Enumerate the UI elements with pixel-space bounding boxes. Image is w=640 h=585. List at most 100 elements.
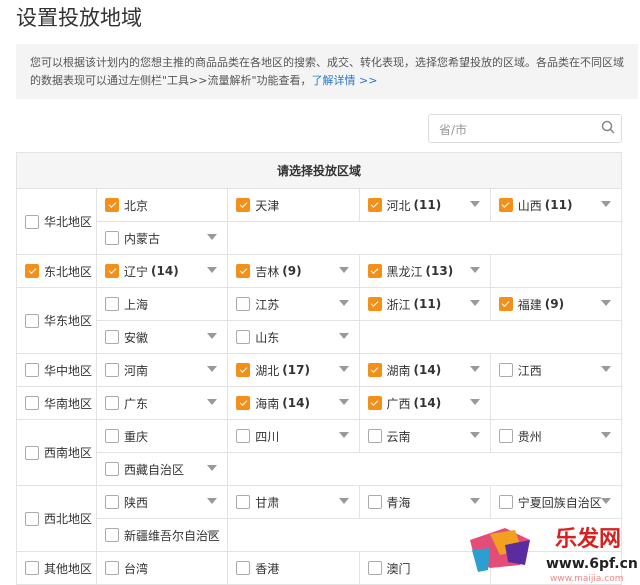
dropdown-arrow-icon[interactable] xyxy=(207,530,218,537)
province-item[interactable]: 山西 (11) xyxy=(498,197,613,214)
dropdown-arrow-icon[interactable] xyxy=(469,266,480,273)
province-checkbox[interactable] xyxy=(236,264,251,278)
dropdown-arrow-icon[interactable] xyxy=(601,431,611,438)
province-item[interactable]: 江西 xyxy=(498,362,613,379)
province-checkbox[interactable] xyxy=(236,330,251,344)
province-item[interactable]: 广西 (14) xyxy=(367,395,482,412)
region-item[interactable]: 华中地区 xyxy=(25,362,92,379)
province-checkbox[interactable] xyxy=(236,396,251,410)
province-item[interactable]: 北京 xyxy=(105,197,219,214)
learn-more-link[interactable]: 了解详情 >> xyxy=(311,74,378,87)
region-checkbox[interactable] xyxy=(25,214,39,229)
dropdown-arrow-icon[interactable] xyxy=(338,365,349,372)
province-item[interactable]: 黑龙江 (13) xyxy=(367,263,482,280)
province-item[interactable]: 河南 xyxy=(105,362,219,379)
region-checkbox[interactable] xyxy=(25,363,39,377)
dropdown-arrow-icon[interactable] xyxy=(207,464,218,471)
province-item[interactable]: 贵州 xyxy=(498,428,613,445)
dropdown-arrow-icon[interactable] xyxy=(207,398,218,405)
province-item[interactable]: 青海 xyxy=(367,494,482,511)
search-icon[interactable] xyxy=(601,120,615,134)
province-item[interactable]: 湖南 (14) xyxy=(367,362,482,379)
dropdown-arrow-icon[interactable] xyxy=(338,299,349,306)
province-checkbox[interactable] xyxy=(236,561,251,575)
region-item[interactable]: 西北地区 xyxy=(25,510,92,527)
province-item[interactable]: 台湾 xyxy=(105,560,219,577)
dropdown-arrow-icon[interactable] xyxy=(601,299,611,306)
province-item[interactable]: 四川 xyxy=(236,428,350,445)
province-checkbox[interactable] xyxy=(367,363,382,377)
region-item[interactable]: 华南地区 xyxy=(25,395,92,412)
province-item[interactable]: 海南 (14) xyxy=(236,395,350,412)
province-item[interactable]: 江苏 xyxy=(236,296,350,313)
province-checkbox[interactable] xyxy=(105,297,119,311)
region-checkbox[interactable] xyxy=(25,561,39,575)
province-item[interactable]: 西藏自治区 xyxy=(105,461,219,478)
province-item[interactable]: 澳门 xyxy=(367,560,482,577)
province-checkbox[interactable] xyxy=(105,264,119,278)
province-checkbox[interactable] xyxy=(367,297,382,311)
dropdown-arrow-icon[interactable] xyxy=(601,200,611,207)
province-search-input[interactable]: 省/市 xyxy=(428,114,622,143)
dropdown-arrow-icon[interactable] xyxy=(469,398,480,405)
province-item[interactable]: 甘肃 xyxy=(236,494,350,511)
dropdown-arrow-icon[interactable] xyxy=(469,497,480,504)
region-checkbox[interactable] xyxy=(25,511,39,526)
dropdown-arrow-icon[interactable] xyxy=(207,497,218,504)
province-checkbox[interactable] xyxy=(367,396,382,410)
province-item[interactable]: 上海 xyxy=(105,296,219,313)
province-item[interactable]: 内蒙古 xyxy=(105,230,219,247)
province-checkbox[interactable] xyxy=(236,363,251,377)
dropdown-arrow-icon[interactable] xyxy=(338,431,349,438)
dropdown-arrow-icon[interactable] xyxy=(207,365,218,372)
province-checkbox[interactable] xyxy=(367,561,382,575)
province-item[interactable]: 吉林 (9) xyxy=(236,263,350,280)
dropdown-arrow-icon[interactable] xyxy=(338,398,349,405)
province-item[interactable]: 浙江 (11) xyxy=(367,296,482,313)
province-checkbox[interactable] xyxy=(105,528,119,542)
province-item[interactable]: 云南 xyxy=(367,428,482,445)
dropdown-arrow-icon[interactable] xyxy=(469,431,480,438)
province-item[interactable]: 香港 xyxy=(236,560,350,577)
dropdown-arrow-icon[interactable] xyxy=(469,365,480,372)
region-item[interactable]: 华东地区 xyxy=(25,312,92,329)
province-checkbox[interactable] xyxy=(105,429,119,443)
province-item[interactable]: 辽宁 (14) xyxy=(105,263,219,280)
dropdown-arrow-icon[interactable] xyxy=(469,299,480,306)
dropdown-arrow-icon[interactable] xyxy=(338,332,349,339)
dropdown-arrow-icon[interactable] xyxy=(601,365,611,372)
province-item[interactable]: 安徽 xyxy=(105,329,219,346)
province-item[interactable]: 福建 (9) xyxy=(498,296,613,313)
province-item[interactable]: 重庆 xyxy=(105,428,219,445)
region-checkbox[interactable] xyxy=(25,313,39,328)
dropdown-arrow-icon[interactable] xyxy=(338,497,349,504)
province-checkbox[interactable] xyxy=(105,330,119,344)
province-checkbox[interactable] xyxy=(105,363,119,377)
dropdown-arrow-icon[interactable] xyxy=(207,332,218,339)
province-checkbox[interactable] xyxy=(236,297,251,311)
province-item[interactable]: 广东 xyxy=(105,395,219,412)
province-item[interactable]: 新疆维吾尔自治区 xyxy=(105,527,220,544)
province-checkbox[interactable] xyxy=(105,396,119,410)
province-item[interactable]: 天津 xyxy=(236,197,350,214)
province-checkbox[interactable] xyxy=(498,363,513,377)
region-item[interactable]: 西南地区 xyxy=(25,444,92,461)
province-checkbox[interactable] xyxy=(236,429,251,443)
province-checkbox[interactable] xyxy=(105,231,119,245)
province-checkbox[interactable] xyxy=(236,495,251,509)
province-item[interactable]: 湖北 (17) xyxy=(236,362,350,379)
region-checkbox[interactable] xyxy=(25,445,39,460)
province-item[interactable]: 宁夏回族自治区 xyxy=(498,494,613,511)
province-checkbox[interactable] xyxy=(498,297,513,311)
province-checkbox[interactable] xyxy=(105,462,119,476)
dropdown-arrow-icon[interactable] xyxy=(207,266,218,273)
province-checkbox[interactable] xyxy=(105,561,119,575)
region-item[interactable]: 其他地区 xyxy=(25,560,92,577)
province-checkbox[interactable] xyxy=(498,429,513,443)
province-checkbox[interactable] xyxy=(367,264,382,278)
region-item[interactable]: 东北地区 xyxy=(25,263,92,280)
province-checkbox[interactable] xyxy=(367,495,382,509)
province-checkbox[interactable] xyxy=(498,495,513,509)
province-item[interactable]: 山东 xyxy=(236,329,350,346)
province-item[interactable]: 陕西 xyxy=(105,494,219,511)
